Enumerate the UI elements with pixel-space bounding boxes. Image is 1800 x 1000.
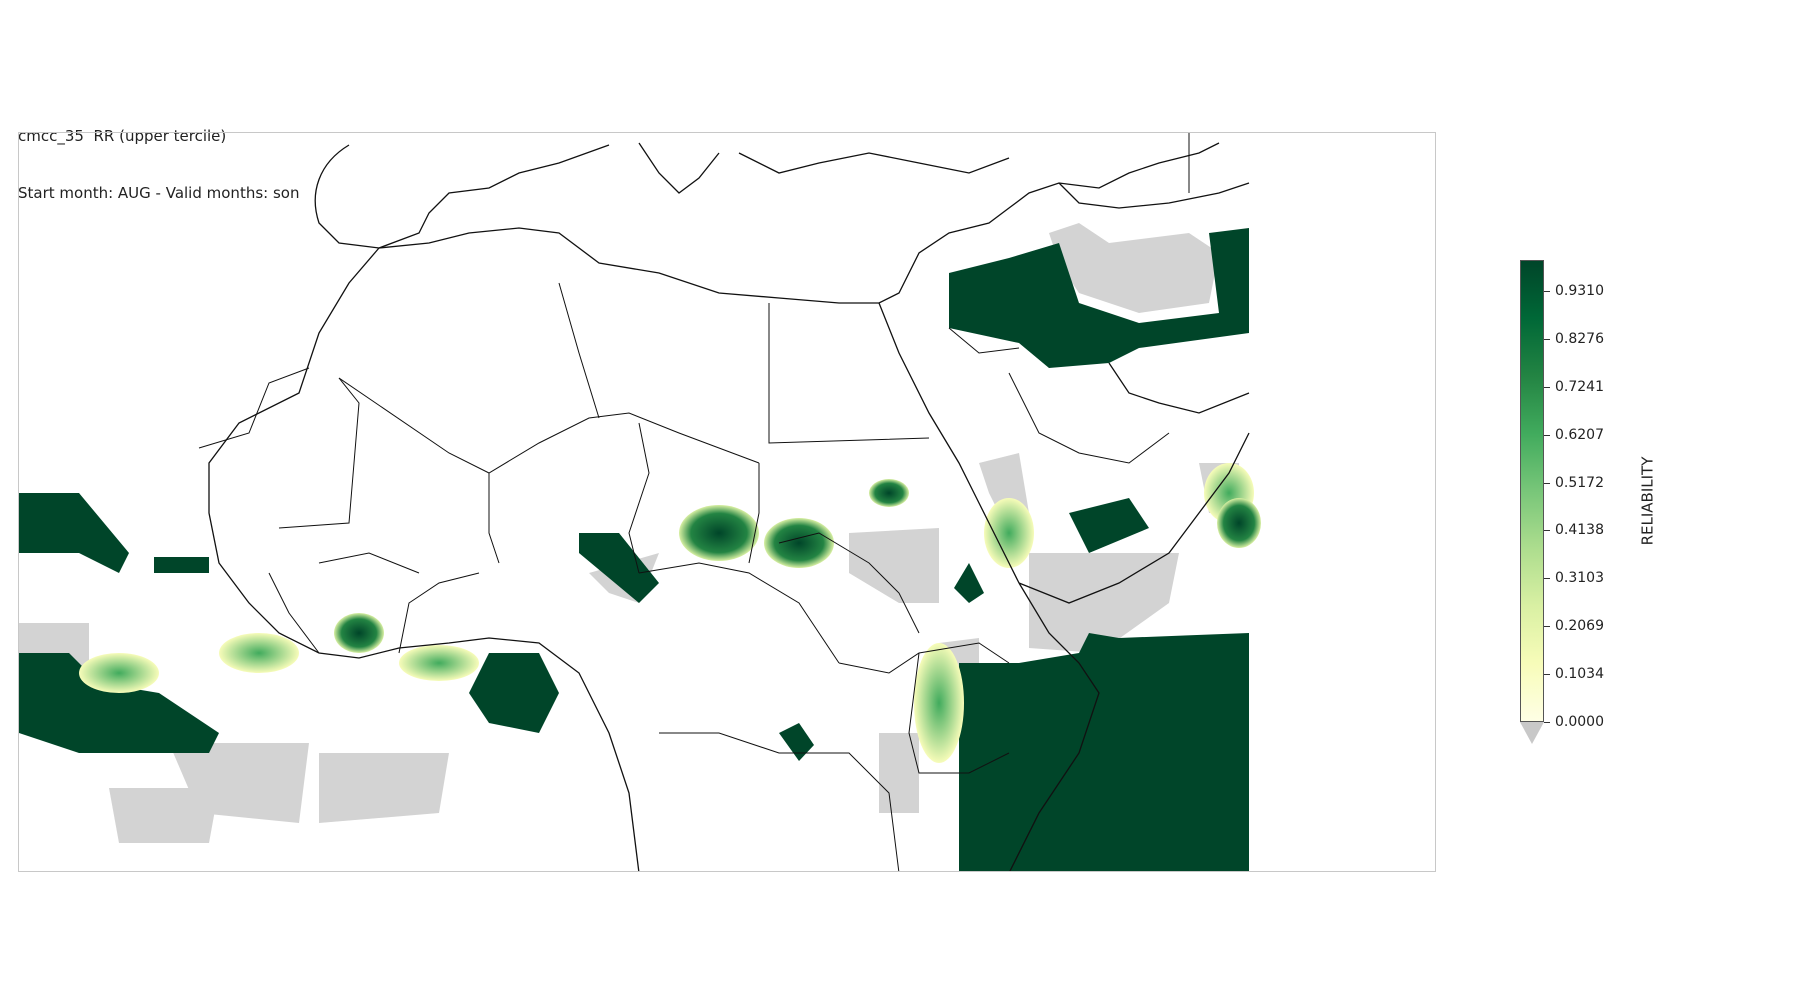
colorbar-tick-label: 0.4138	[1555, 522, 1604, 539]
colorbar-tick-label: 0.8276	[1555, 330, 1604, 347]
coastlines	[208, 142, 1250, 871]
country-borders	[198, 133, 1190, 871]
colorbar-tick-mark	[1544, 434, 1550, 436]
colorbar-tick-mark	[1544, 578, 1550, 580]
colorbar-label: RELIABILITY	[1638, 456, 1657, 546]
colorbar-tick-mark	[1544, 386, 1550, 388]
colorbar-under-triangle	[1520, 722, 1544, 744]
colorbar-tick-label: 0.0000	[1555, 714, 1604, 730]
colorbar-tick-label: 0.2069	[1555, 618, 1604, 635]
colorbar-tick-mark	[1544, 722, 1550, 723]
colorbar	[1520, 260, 1544, 722]
dark-regions	[19, 228, 1249, 871]
colorbar-tick-label: 0.9310	[1555, 283, 1604, 300]
reliability-map	[18, 132, 1436, 872]
colorbar-tick-mark	[1544, 674, 1550, 676]
map-title: cmcc_35 RR (upper tercile) Start month: …	[18, 89, 299, 222]
colorbar-tick-mark	[1544, 626, 1550, 628]
colorbar-tick-label: 0.5172	[1555, 474, 1604, 491]
map-svg	[19, 133, 1261, 871]
colorbar-tick-mark	[1544, 530, 1550, 532]
colorbar-tick-mark	[1544, 338, 1550, 340]
colorbar-tick-label: 0.7241	[1555, 378, 1604, 395]
colorbar-tick-label: 0.1034	[1555, 666, 1604, 683]
colorbar-tick-mark	[1544, 291, 1550, 293]
title-line-1: cmcc_35 RR (upper tercile)	[18, 127, 227, 145]
colorbar-tick-label: 0.3103	[1555, 570, 1604, 587]
colorbar-tick-mark	[1544, 482, 1550, 484]
title-line-2: Start month: AUG - Valid months: son	[18, 184, 300, 202]
colorbar-tick-label: 0.6207	[1555, 426, 1604, 443]
green-patches	[79, 463, 1261, 763]
